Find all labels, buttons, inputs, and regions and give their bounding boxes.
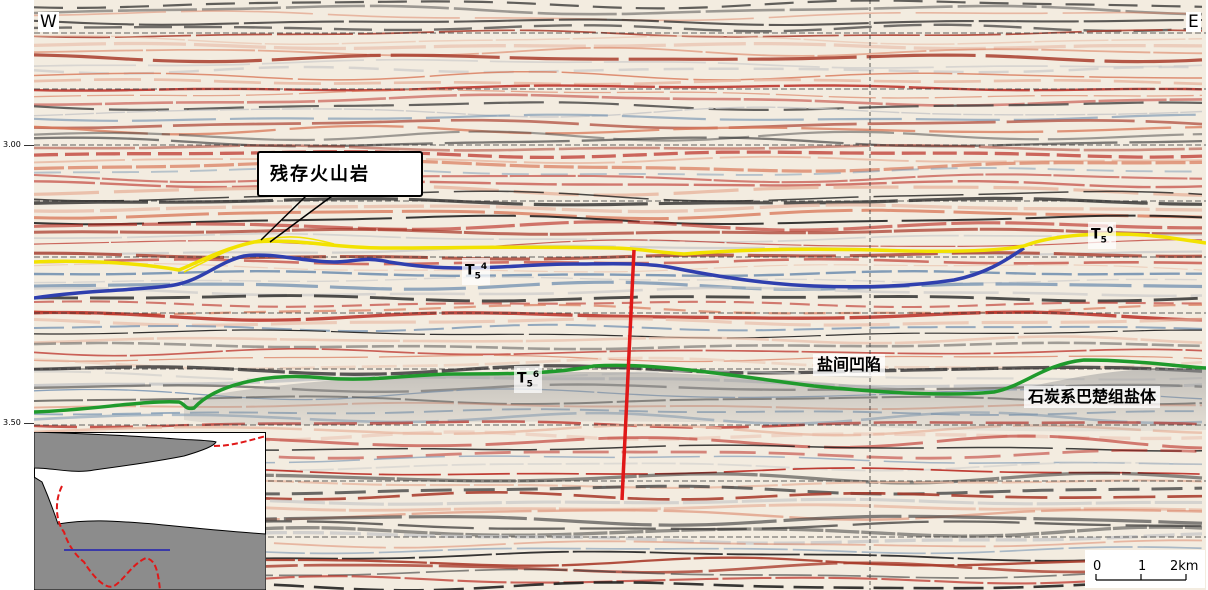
seismic-trace bbox=[34, 203, 1203, 214]
inset-land-lower bbox=[34, 476, 266, 590]
depth-tick-label: 3.00 bbox=[3, 140, 21, 149]
seismic-trace bbox=[34, 89, 1203, 99]
seismic-trace bbox=[34, 354, 1203, 363]
seismic-trace bbox=[34, 35, 1203, 45]
seismic-trace bbox=[34, 41, 1203, 51]
salt-depression-label: 盐间凹陷 bbox=[813, 354, 886, 376]
depth-tick-label: 3.50 bbox=[3, 418, 21, 427]
seismic-trace bbox=[34, 323, 1203, 333]
horizon-label-t5-6: T56 bbox=[514, 366, 543, 394]
direction-west-label: W bbox=[38, 12, 59, 32]
inset-basin-boundary bbox=[213, 435, 266, 447]
seismic-trace bbox=[34, 227, 1202, 236]
scale-bar-background bbox=[1085, 550, 1205, 588]
seismic-trace bbox=[34, 335, 1203, 345]
seismic-trace bbox=[34, 317, 1203, 327]
seismic-trace bbox=[34, 58, 1203, 69]
seismic-trace bbox=[34, 262, 1203, 273]
callout-pointer bbox=[269, 195, 333, 243]
inset-land-upper bbox=[34, 432, 217, 472]
seismic-trace bbox=[34, 18, 1202, 27]
seismic-trace bbox=[34, 4, 1203, 16]
seismic-trace bbox=[34, 158, 1203, 173]
horizon-t5-0-line bbox=[34, 232, 1206, 272]
seismic-trace bbox=[34, 93, 1203, 107]
seismic-trace bbox=[34, 0, 1203, 10]
seismic-trace bbox=[34, 347, 1203, 357]
seismic-trace bbox=[34, 568, 1202, 579]
horizon-label-t5-0: T50 bbox=[1088, 222, 1117, 250]
seismic-trace bbox=[34, 239, 1203, 250]
seismic-trace bbox=[34, 53, 1203, 64]
scale-label-2km: 2km bbox=[1170, 559, 1199, 574]
seismic-trace bbox=[34, 78, 1203, 86]
seismic-trace bbox=[34, 196, 1203, 207]
seismic-trace bbox=[34, 294, 1203, 303]
seismic-trace bbox=[34, 423, 1203, 437]
seismic-trace bbox=[34, 70, 1202, 81]
seismic-trace bbox=[34, 220, 1203, 232]
scale-label-0: 0 bbox=[1093, 559, 1102, 574]
scale-bar bbox=[1095, 574, 1187, 581]
salt-body-label: 石炭系巴楚组盐体 bbox=[1024, 386, 1161, 408]
seismic-trace bbox=[34, 580, 1203, 590]
salt-body-shading bbox=[184, 367, 1206, 432]
horizon-t5-0-upper-line bbox=[183, 236, 335, 273]
seismic-trace bbox=[34, 29, 1203, 39]
seismic-trace bbox=[34, 46, 1203, 57]
seismic-trace bbox=[34, 208, 1203, 221]
seismic-trace bbox=[34, 10, 1203, 22]
seismic-trace bbox=[34, 144, 1203, 152]
seismic-trace bbox=[34, 341, 1203, 351]
seismic-trace bbox=[34, 280, 1203, 291]
seismic-trace bbox=[34, 173, 1203, 184]
seismic-trace bbox=[34, 269, 1202, 277]
seismic-trace bbox=[34, 286, 1203, 298]
seismic-trace bbox=[34, 65, 1203, 75]
direction-east-label: E bbox=[1186, 12, 1201, 32]
seismic-trace bbox=[34, 329, 1202, 339]
seismic-trace bbox=[34, 23, 1203, 33]
seismic-trace bbox=[34, 244, 1203, 256]
horizon-label-t5-4: T54 bbox=[462, 258, 491, 286]
seismic-trace bbox=[34, 106, 1203, 118]
seismic-trace bbox=[34, 184, 1203, 197]
scale-label-1: 1 bbox=[1138, 559, 1147, 574]
depth-tick-mark bbox=[24, 145, 34, 146]
location-inset-map bbox=[34, 432, 266, 590]
seismic-trace bbox=[34, 251, 1203, 261]
seismic-trace bbox=[34, 179, 1203, 189]
callout-box bbox=[257, 151, 423, 197]
seismic-trace bbox=[34, 310, 1203, 322]
seismic-trace bbox=[34, 149, 1203, 160]
inset-basin-boundary bbox=[56, 485, 161, 590]
fault-line bbox=[620, 249, 636, 501]
seismic-trace bbox=[34, 124, 1203, 136]
seismic-trace bbox=[34, 101, 1203, 112]
depth-tick-mark bbox=[24, 423, 34, 424]
callout-pointer bbox=[260, 195, 307, 241]
horizon-t5-6-line bbox=[34, 358, 1206, 414]
callout-label-volcanic: 残存火山岩 bbox=[270, 164, 370, 185]
seismic-trace bbox=[34, 118, 1203, 130]
seismic-trace bbox=[34, 190, 1203, 202]
